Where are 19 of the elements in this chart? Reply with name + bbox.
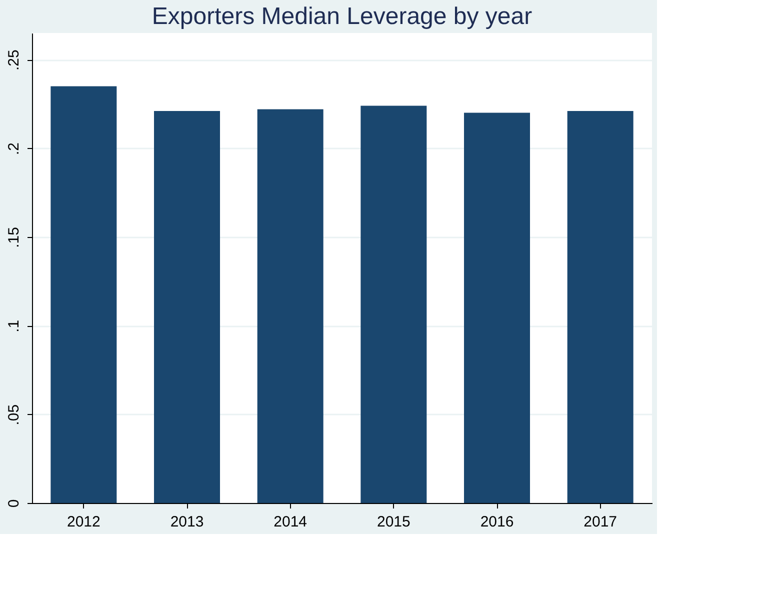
x-tick-label: 2015: [376, 514, 410, 530]
bar: [257, 109, 324, 503]
y-tick-label: 0: [6, 499, 22, 508]
y-tick-label: .15: [6, 227, 22, 248]
x-tick-label: 2017: [584, 514, 618, 530]
y-tick-label: .1: [6, 320, 22, 332]
x-tick-label: 2012: [66, 514, 100, 530]
chart-title: Exporters Median Leverage by year: [152, 3, 532, 30]
y-tick-label: .2: [6, 142, 22, 156]
y-tick-label: .25: [6, 50, 22, 71]
bar: [360, 106, 427, 503]
bar: [50, 86, 117, 503]
bar: [464, 112, 530, 503]
bar: [567, 111, 634, 503]
x-tick-label: 2014: [274, 514, 308, 530]
y-tick-label: .05: [6, 404, 22, 426]
bar: [154, 111, 220, 503]
x-tick-label: 2016: [480, 514, 514, 530]
x-tick-label: 2013: [170, 514, 204, 530]
